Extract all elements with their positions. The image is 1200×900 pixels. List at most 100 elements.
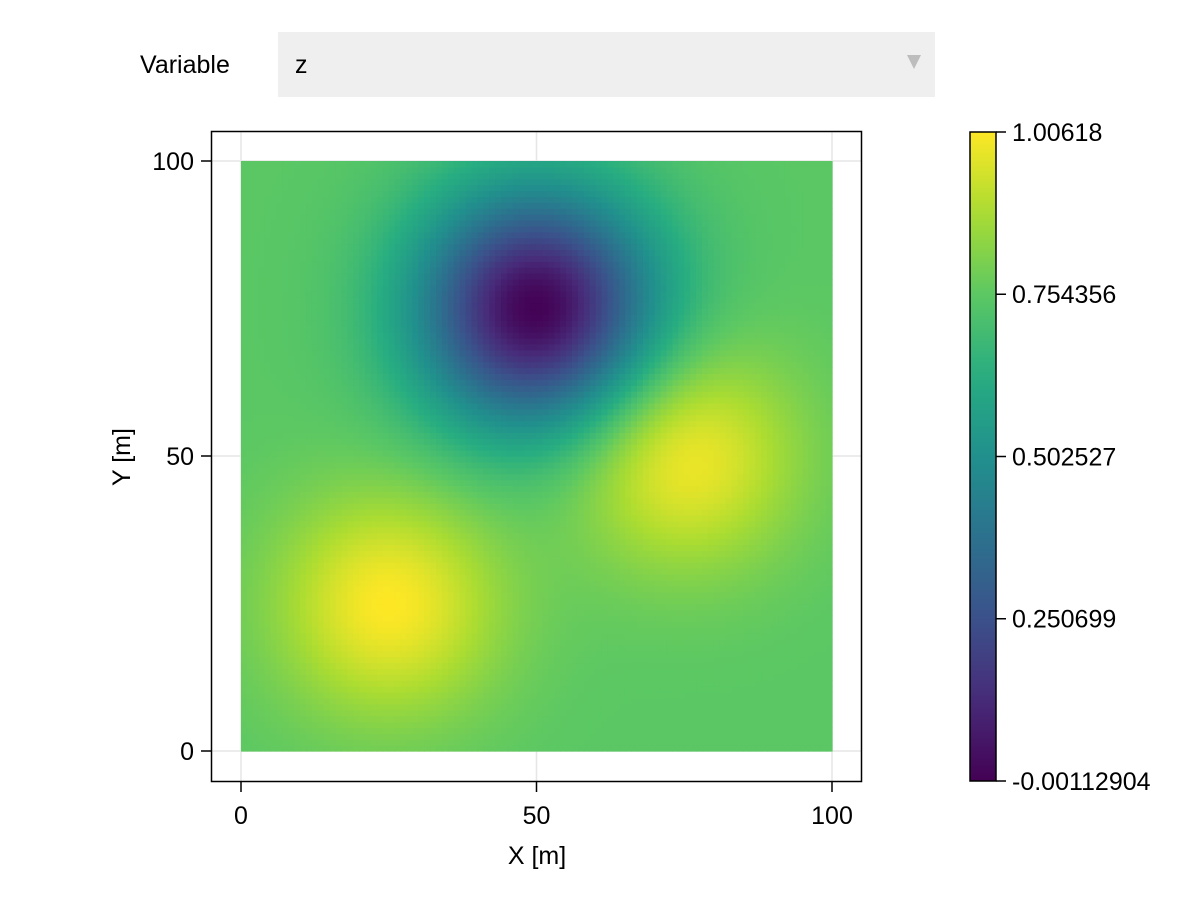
heatmap-cell (483, 556, 490, 563)
heatmap-cell (436, 273, 443, 280)
heatmap-cell (471, 349, 478, 357)
heatmap-cell (246, 692, 254, 699)
heatmap-cell (406, 509, 413, 516)
heatmap-cell (359, 680, 366, 687)
heatmap-cell (436, 503, 443, 510)
heatmap-cell (382, 745, 390, 752)
heatmap-cell (371, 202, 378, 209)
heatmap-cell (441, 644, 449, 652)
heatmap-cell (471, 332, 478, 339)
heatmap-cell (424, 739, 431, 746)
heatmap-cell (430, 591, 437, 599)
heatmap-cell (282, 397, 289, 404)
heatmap-cell (323, 243, 331, 251)
heatmap-cell (294, 361, 301, 369)
heatmap-cell (258, 249, 266, 256)
heatmap-cell (501, 721, 508, 728)
heatmap-cell (388, 432, 396, 439)
heatmap-cell (270, 638, 278, 646)
heatmap-cell (512, 296, 520, 304)
heatmap-cell (471, 473, 478, 481)
heatmap-cell (382, 385, 390, 392)
heatmap-cell (524, 550, 532, 557)
heatmap-cell (382, 172, 390, 180)
heatmap-cell (400, 721, 408, 728)
heatmap-cell (424, 261, 431, 268)
heatmap-cell (441, 172, 449, 180)
heatmap-cell (365, 456, 372, 463)
heatmap-cell (282, 627, 289, 634)
heatmap-cell (365, 526, 372, 534)
heatmap-cell (241, 574, 248, 581)
heatmap-cell (459, 420, 467, 428)
heatmap-cell (489, 644, 496, 652)
heatmap-cell (501, 302, 508, 310)
heatmap-cell (530, 662, 538, 669)
heatmap-cell (317, 343, 325, 351)
heatmap-cell (329, 615, 337, 622)
heatmap-cell (495, 456, 502, 463)
heatmap-cell (365, 202, 372, 209)
heatmap-cell (471, 338, 478, 345)
heatmap-cell (341, 202, 348, 209)
heatmap-cell (300, 367, 307, 374)
heatmap-cell (317, 668, 325, 675)
heatmap-cell (518, 456, 526, 463)
heatmap-cell (258, 538, 266, 546)
heatmap-cell (323, 579, 331, 587)
heatmap-cell (512, 302, 520, 310)
heatmap-cell (306, 450, 313, 457)
heatmap-cell (406, 432, 413, 439)
heatmap-cell (353, 532, 360, 540)
heatmap-cell (430, 568, 437, 575)
heatmap-cell (400, 603, 408, 610)
heatmap-cell (371, 302, 378, 310)
heatmap-cell (371, 332, 378, 339)
heatmap-cell (459, 638, 467, 646)
heatmap-cell (341, 491, 348, 498)
heatmap-cell (459, 579, 467, 587)
heatmap-cell (465, 473, 473, 481)
heatmap-cell (341, 308, 348, 315)
heatmap-cell (241, 338, 248, 345)
heatmap-cell (264, 355, 272, 363)
heatmap-cell (241, 355, 248, 363)
heatmap-cell (371, 633, 378, 640)
heatmap-cell (353, 202, 360, 209)
heatmap-cell (359, 745, 366, 752)
heatmap-cell (465, 379, 473, 386)
heatmap-cell (459, 568, 467, 575)
heatmap-cell (530, 680, 538, 687)
heatmap-cell (365, 703, 372, 711)
heatmap-cell (447, 373, 455, 380)
heatmap-cell (400, 615, 408, 622)
heatmap-cell (241, 603, 248, 610)
heatmap-cell (311, 290, 319, 298)
heatmap-cell (294, 408, 301, 416)
heatmap-cell (518, 585, 526, 593)
heatmap-cell (329, 402, 337, 410)
heatmap-cell (489, 509, 496, 516)
heatmap-cell (317, 184, 325, 192)
heatmap-cell (483, 379, 490, 386)
heatmap-cell (506, 231, 514, 239)
heatmap-cell (300, 172, 307, 180)
heatmap-cell (365, 715, 372, 723)
heatmap-cell (371, 308, 378, 315)
heatmap-cell (311, 432, 319, 439)
heatmap-cell (447, 444, 455, 451)
heatmap-cell (311, 562, 319, 569)
heatmap-cell (252, 568, 260, 575)
heatmap-cell (441, 367, 449, 374)
heatmap-cell (418, 379, 425, 386)
heatmap-cell (323, 450, 331, 457)
heatmap-cell (300, 461, 307, 469)
variable-dropdown[interactable]: z (278, 32, 935, 97)
heatmap-cell (282, 532, 289, 540)
heatmap-cell (246, 332, 254, 339)
heatmap-cell (418, 668, 425, 675)
heatmap-cell (288, 343, 295, 351)
heatmap-cell (447, 249, 455, 256)
heatmap-cell (506, 520, 514, 528)
heatmap-cell (512, 509, 520, 516)
